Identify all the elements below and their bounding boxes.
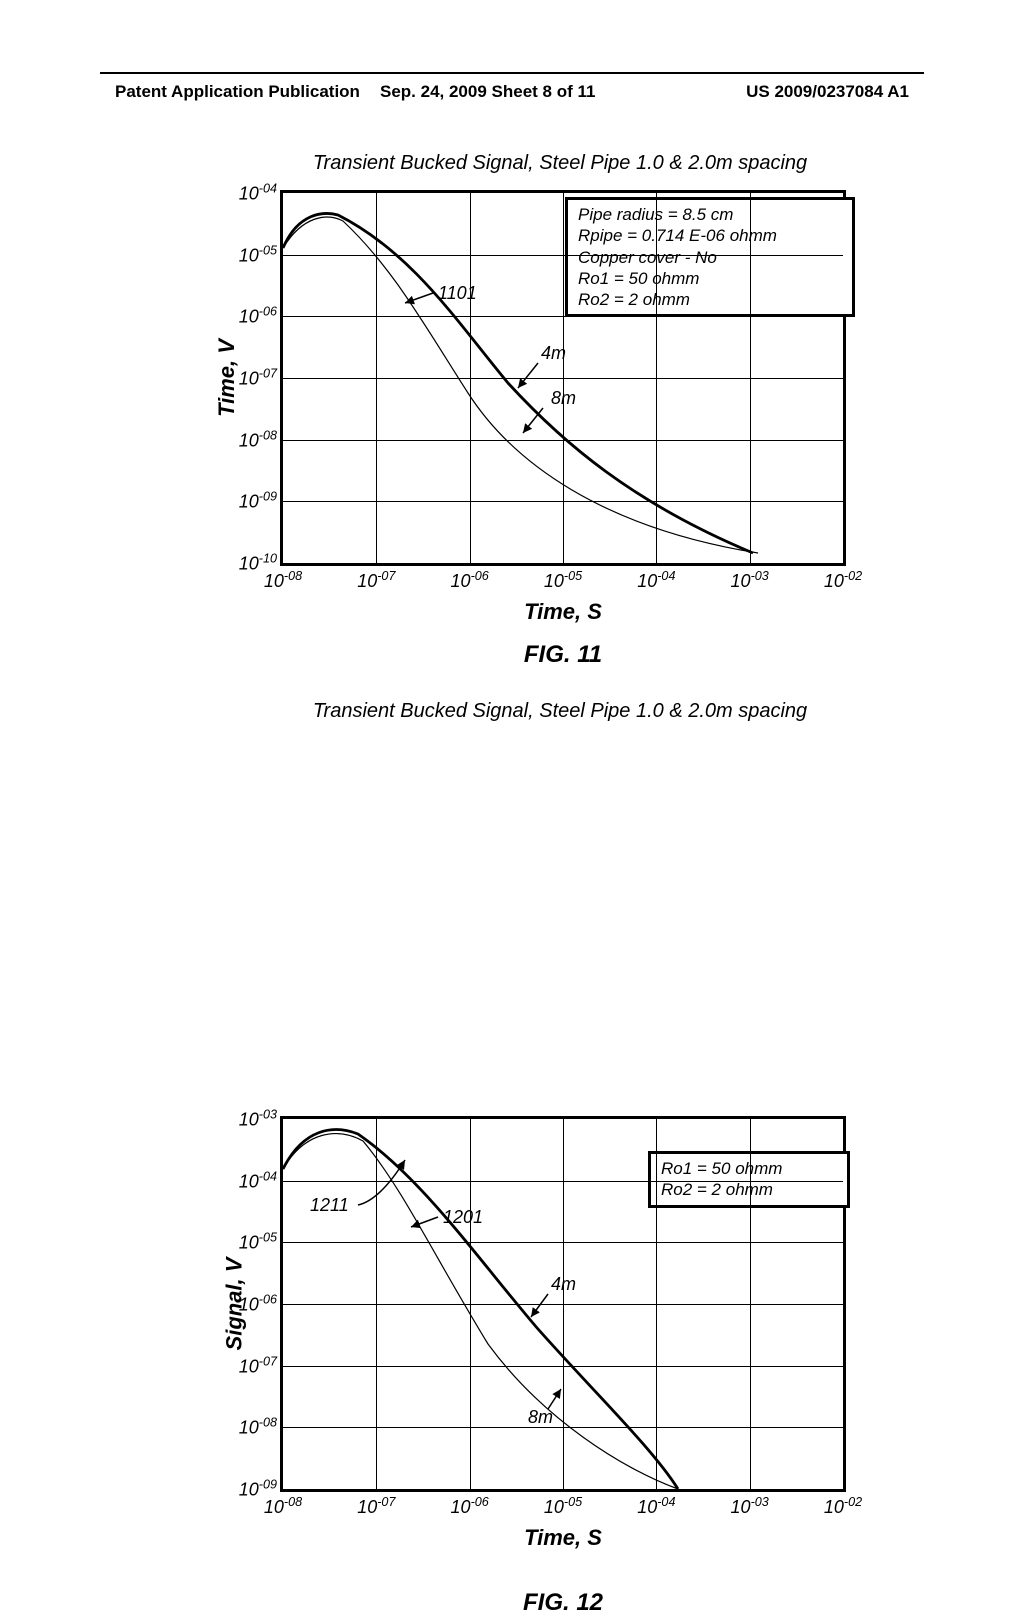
legend-line: Ro2 = 2 ohmm xyxy=(578,289,842,310)
xtick: 10-02 xyxy=(824,1495,862,1518)
arrow xyxy=(531,1294,548,1317)
ytick: 10-06 xyxy=(239,1293,277,1316)
annot-a1101: 1101 xyxy=(438,283,477,304)
annot-m8: 8m xyxy=(551,388,576,409)
gridline-h xyxy=(283,440,843,441)
annot-a1201: 1201 xyxy=(443,1207,483,1228)
fig12-plot: Signal, V Time, S FIG. 12 Ro1 = 50 ohmmR… xyxy=(280,1116,846,1492)
ytick: 10-07 xyxy=(239,1354,277,1377)
xtick: 10-03 xyxy=(731,569,769,592)
fig11-plot: Time, V Time, S FIG. 11 Pipe radius = 8.… xyxy=(280,190,846,566)
fig12-title: Transient Bucked Signal, Steel Pipe 1.0 … xyxy=(220,700,900,723)
xtick: 10-05 xyxy=(544,1495,582,1518)
ytick: 10-03 xyxy=(239,1108,277,1131)
xtick: 10-03 xyxy=(731,1495,769,1518)
arrow xyxy=(518,363,538,388)
ytick: 10-10 xyxy=(239,552,277,575)
legend-line: Pipe radius = 8.5 cm xyxy=(578,204,842,225)
legend-line: Rpipe = 0.714 E-06 ohmm xyxy=(578,225,842,246)
fig11-label: FIG. 11 xyxy=(524,641,602,669)
fig12-annot-1211: 1211 xyxy=(310,1195,349,1216)
annot-m4: 4m xyxy=(541,343,566,364)
fig12-xlabel: Time, S xyxy=(524,1525,602,1551)
xtick: 10-05 xyxy=(544,569,582,592)
gridline-h xyxy=(283,1242,843,1243)
ytick: 10-07 xyxy=(239,367,277,390)
gridline-h xyxy=(283,1181,843,1182)
ytick: 10-08 xyxy=(239,1416,277,1439)
gridline-h xyxy=(283,1427,843,1428)
gridline-h xyxy=(283,378,843,379)
header-right: US 2009/0237084 A1 xyxy=(746,82,909,102)
ytick: 10-08 xyxy=(239,428,277,451)
fig11-legend: Pipe radius = 8.5 cmRpipe = 0.714 E-06 o… xyxy=(565,197,855,317)
legend-line: Copper cover - No xyxy=(578,247,842,268)
fig12-label: FIG. 12 xyxy=(523,1589,603,1617)
header-mid: Sep. 24, 2009 Sheet 8 of 11 xyxy=(380,82,595,102)
curve-thick xyxy=(283,1130,678,1489)
xtick: 10-04 xyxy=(637,1495,675,1518)
curve-thin xyxy=(283,1134,678,1489)
header-left: Patent Application Publication xyxy=(115,82,360,102)
arrow xyxy=(523,408,543,433)
annot-m8: 8m xyxy=(528,1407,553,1428)
ytick: 10-04 xyxy=(239,182,277,205)
header-rule xyxy=(100,72,924,74)
xtick: 10-07 xyxy=(357,1495,395,1518)
xtick: 10-06 xyxy=(451,1495,489,1518)
legend-line: Ro1 = 50 ohmm xyxy=(578,268,842,289)
gridline-h xyxy=(283,1304,843,1305)
ytick: 10-09 xyxy=(239,1478,277,1501)
ytick: 10-05 xyxy=(239,1231,277,1254)
xtick: 10-04 xyxy=(637,569,675,592)
arrow xyxy=(405,293,433,303)
ytick: 10-06 xyxy=(239,305,277,328)
ytick: 10-04 xyxy=(239,1169,277,1192)
page: Patent Application Publication Sep. 24, … xyxy=(0,0,1024,1320)
fig11-xlabel: Time, S xyxy=(524,599,602,625)
xtick: 10-02 xyxy=(824,569,862,592)
gridline-h xyxy=(283,316,843,317)
fig11-title: Transient Bucked Signal, Steel Pipe 1.0 … xyxy=(220,152,900,175)
gridline-h xyxy=(283,501,843,502)
annot-m4: 4m xyxy=(551,1274,576,1295)
gridline-h xyxy=(283,255,843,256)
fig11-ylabel: Time, V xyxy=(214,339,240,417)
arrow xyxy=(548,1389,561,1409)
ytick: 10-05 xyxy=(239,243,277,266)
gridline-h xyxy=(283,1366,843,1367)
xtick: 10-06 xyxy=(451,569,489,592)
xtick: 10-07 xyxy=(357,569,395,592)
ytick: 10-09 xyxy=(239,490,277,513)
